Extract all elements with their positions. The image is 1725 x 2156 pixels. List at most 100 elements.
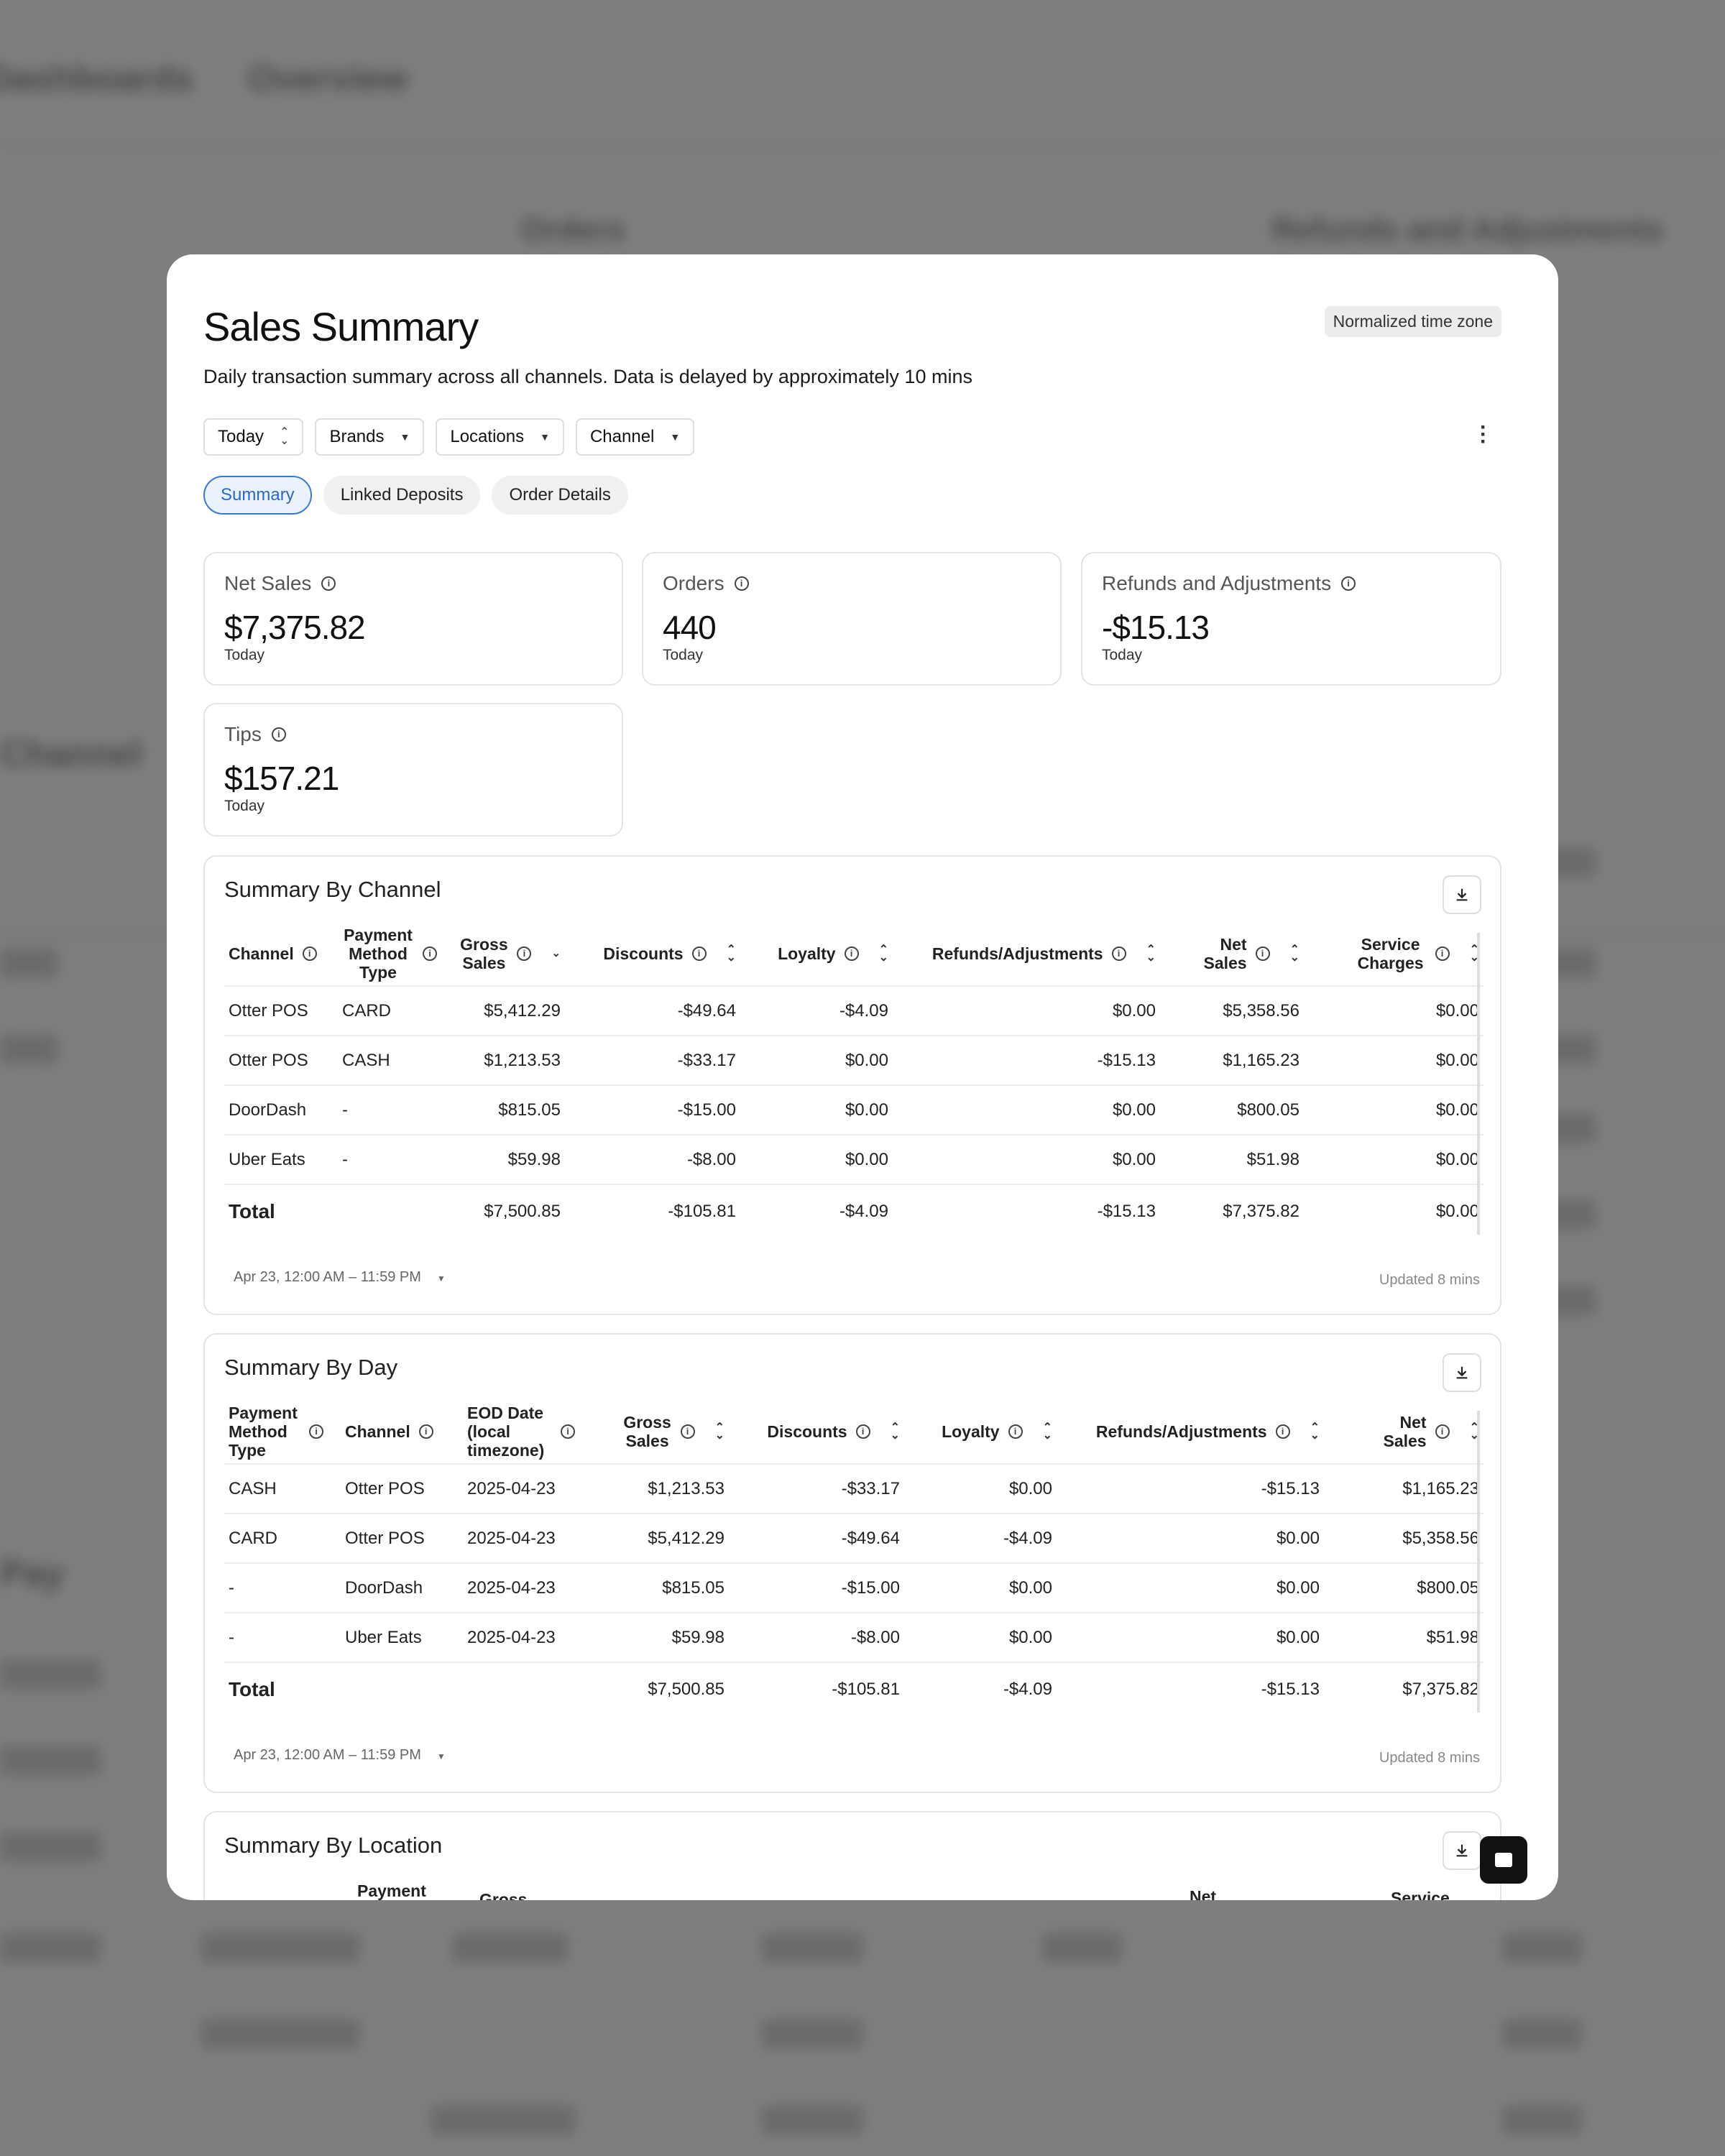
tab-linked-deposits[interactable]: Linked Deposits: [323, 476, 481, 515]
kpi-card-orders: Orders i 440 Today: [642, 552, 1062, 686]
tab-order-details[interactable]: Order Details: [492, 476, 628, 515]
section-title: Summary By Channel: [224, 877, 441, 902]
sort-icon[interactable]: ⌃ ⌄: [714, 1421, 724, 1442]
column-header-payment-method[interactable]: Payment: [357, 1881, 426, 1900]
info-icon[interactable]: i: [302, 946, 317, 961]
info-icon[interactable]: i: [423, 946, 437, 961]
sort-icon[interactable]: ⌃ ⌄: [1469, 1421, 1479, 1442]
channel-table: Channel i Payment Method Type i Gross Sale…: [224, 921, 1484, 1238]
kpi-period: Today: [1102, 647, 1143, 663]
info-icon[interactable]: i: [309, 1424, 323, 1439]
timezone-badge[interactable]: Normalized time zone: [1324, 306, 1501, 337]
kpi-label: Refunds and Adjustments: [1102, 572, 1332, 594]
chevron-up-down-icon: ⌃ ⌄: [280, 426, 290, 447]
column-header-discounts[interactable]: Discounts i ⌃ ⌄: [767, 1421, 900, 1442]
kpi-period: Today: [224, 647, 265, 663]
info-icon[interactable]: i: [1435, 1424, 1450, 1439]
download-button[interactable]: [1443, 875, 1481, 914]
info-icon[interactable]: i: [1255, 946, 1270, 961]
info-icon[interactable]: i: [271, 727, 286, 742]
info-icon[interactable]: i: [321, 576, 336, 591]
info-icon[interactable]: i: [418, 1424, 433, 1439]
bg-header: Refunds and Adjustments: [1272, 212, 1663, 247]
kpi-value: -$15.13: [1102, 609, 1210, 646]
tab-summary[interactable]: Summary: [203, 476, 312, 515]
bg-section-label: Pay: [0, 1553, 64, 1593]
info-icon[interactable]: i: [1275, 1424, 1290, 1439]
chat-button[interactable]: [1480, 1836, 1527, 1884]
page-subtitle: Daily transaction summary across all cha…: [203, 366, 972, 387]
download-button[interactable]: [1443, 1831, 1481, 1870]
scrollbar[interactable]: [1477, 933, 1480, 1235]
channel-filter-label: Channel: [589, 427, 655, 446]
sort-icon[interactable]: ⌃ ⌄: [890, 1421, 900, 1442]
column-header-loyalty[interactable]: Loyalty i ⌃ ⌄: [778, 943, 888, 964]
sort-desc-icon[interactable]: ⌄: [551, 947, 561, 959]
column-header-refunds[interactable]: Refunds/Adjustments i ⌃ ⌄: [932, 943, 1156, 964]
summary-by-channel-card: Summary By Channel Channel i Payment Meth…: [203, 855, 1501, 1315]
column-header-net-sales[interactable]: Net Sales i ⌃ ⌄: [1383, 1412, 1479, 1450]
column-header-discounts[interactable]: Discounts i ⌃ ⌄: [603, 943, 736, 964]
table-total-row: Total $7,500.85 -$105.81 -$4.09 -$15.13 $7,37…: [224, 1662, 1484, 1715]
column-header-gross-sales[interactable]: Gross: [479, 1890, 528, 1900]
info-icon[interactable]: i: [517, 946, 532, 961]
column-header-channel[interactable]: Channel i: [341, 1399, 463, 1464]
column-header-refunds[interactable]: Refunds/Adjustments i ⌃ ⌄: [1095, 1421, 1320, 1442]
info-icon[interactable]: i: [1341, 576, 1356, 591]
info-icon[interactable]: i: [561, 1424, 575, 1439]
table-row: - DoorDash 2025-04-23 $815.05 -$15.00 $0.00 $0…: [224, 1562, 1484, 1613]
info-icon[interactable]: i: [1008, 1424, 1023, 1439]
channel-filter-dropdown[interactable]: Channel ▼: [575, 418, 695, 456]
download-button[interactable]: [1443, 1353, 1481, 1392]
sort-icon[interactable]: ⌃ ⌄: [1469, 943, 1479, 964]
scrollbar[interactable]: [1477, 1411, 1480, 1713]
kpi-card-net-sales: Net Sales i $7,375.82 Today: [203, 552, 623, 686]
info-icon[interactable]: i: [734, 576, 749, 591]
kpi-label: Net Sales: [224, 572, 312, 594]
sort-icon[interactable]: ⌃ ⌄: [1146, 943, 1156, 964]
date-range-dropdown[interactable]: Apr 23, 12:00 AM – 11:59 PM ▼: [234, 1269, 446, 1285]
brands-filter-dropdown[interactable]: Brands ▼: [315, 418, 425, 456]
bg-tab: Dashboards: [0, 58, 193, 98]
column-header-eod-date[interactable]: EOD Date (local timezone) i: [463, 1399, 599, 1464]
info-icon[interactable]: i: [1435, 946, 1450, 961]
caret-down-icon: ▼: [400, 431, 410, 443]
info-icon[interactable]: i: [691, 946, 707, 961]
kpi-card-tips: Tips i $157.21 Today: [203, 703, 623, 837]
sort-icon[interactable]: ⌃ ⌄: [726, 943, 736, 964]
kpi-label: Tips: [224, 723, 262, 745]
section-title: Summary By Day: [224, 1355, 398, 1380]
more-options-icon[interactable]: · · ·: [1480, 415, 1487, 453]
sort-icon[interactable]: ⌃ ⌄: [1289, 943, 1300, 964]
sort-icon[interactable]: ⌃ ⌄: [1310, 1421, 1320, 1442]
column-header-gross-sales[interactable]: Gross Sales i ⌄: [460, 934, 561, 972]
column-header-loyalty[interactable]: Loyalty i ⌃ ⌄: [942, 1421, 1052, 1442]
column-header-channel[interactable]: Channel i: [224, 921, 338, 986]
bg-section-label: Channel: [0, 734, 142, 774]
info-icon[interactable]: i: [1111, 946, 1126, 961]
kpi-value: 440: [663, 609, 717, 646]
column-header-payment-method[interactable]: Payment Method Type i: [224, 1399, 341, 1464]
info-icon[interactable]: i: [844, 946, 859, 961]
date-filter-select[interactable]: Today ⌃ ⌄: [203, 418, 304, 456]
locations-filter-dropdown[interactable]: Locations ▼: [436, 418, 564, 456]
date-range-dropdown[interactable]: Apr 23, 12:00 AM – 11:59 PM ▼: [234, 1747, 446, 1763]
kpi-period: Today: [663, 647, 704, 663]
info-icon[interactable]: i: [855, 1424, 870, 1439]
locations-filter-label: Locations: [450, 427, 525, 446]
info-icon[interactable]: i: [680, 1424, 695, 1439]
column-header-payment-method[interactable]: Payment Method Type i: [338, 921, 450, 986]
bg-header: Orders: [521, 212, 625, 247]
column-header-gross-sales[interactable]: Gross Sales i ⌃ ⌄: [623, 1412, 724, 1450]
column-header-service-charges[interactable]: Service Charges i ⌃ ⌄: [1357, 934, 1479, 972]
sort-icon[interactable]: ⌃ ⌄: [1042, 1421, 1052, 1442]
column-header-net-sales[interactable]: Net Sales i ⌃ ⌄: [1203, 934, 1300, 972]
column-header-net-sales[interactable]: Net: [1190, 1887, 1217, 1900]
table-row: Otter POS CASH $1,213.53 -$33.17 $0.00 -$15.1…: [224, 1035, 1484, 1085]
kpi-value: $7,375.82: [224, 609, 366, 646]
table-total-row: Total $7,500.85 -$105.81 -$4.09 -$15.13 $7,37…: [224, 1184, 1484, 1238]
download-icon: [1456, 888, 1468, 901]
sort-icon[interactable]: ⌃ ⌄: [878, 943, 888, 964]
column-header-service-charges[interactable]: Service: [1391, 1889, 1450, 1900]
